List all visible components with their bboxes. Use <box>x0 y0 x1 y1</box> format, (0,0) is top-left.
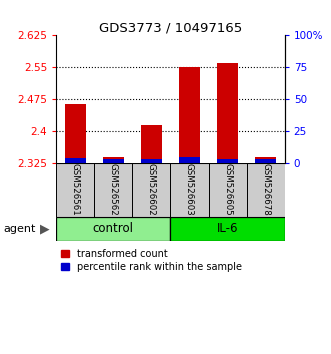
Text: GSM526602: GSM526602 <box>147 162 156 215</box>
Bar <box>179 67 200 164</box>
Bar <box>247 164 285 217</box>
Bar <box>255 159 276 164</box>
Bar <box>103 159 124 164</box>
Bar <box>65 158 86 164</box>
Bar <box>217 63 238 164</box>
Bar <box>65 104 86 164</box>
Bar <box>255 157 276 164</box>
Text: ▶: ▶ <box>40 222 49 235</box>
Title: GDS3773 / 10497165: GDS3773 / 10497165 <box>99 21 242 34</box>
Bar <box>170 164 209 217</box>
Legend: transformed count, percentile rank within the sample: transformed count, percentile rank withi… <box>61 249 242 272</box>
Bar <box>170 217 285 241</box>
Text: agent: agent <box>3 224 36 234</box>
Bar <box>141 125 162 164</box>
Bar <box>103 157 124 164</box>
Bar <box>217 159 238 164</box>
Bar <box>141 159 162 164</box>
Bar <box>94 164 132 217</box>
Bar <box>56 217 170 241</box>
Bar <box>209 164 247 217</box>
Bar <box>56 164 94 217</box>
Text: IL-6: IL-6 <box>217 222 238 235</box>
Text: GSM526678: GSM526678 <box>261 162 270 215</box>
Text: GSM526562: GSM526562 <box>109 162 118 215</box>
Text: GSM526603: GSM526603 <box>185 162 194 215</box>
Text: control: control <box>93 222 134 235</box>
Bar <box>132 164 170 217</box>
Text: GSM526605: GSM526605 <box>223 162 232 215</box>
Bar <box>179 157 200 164</box>
Text: GSM526561: GSM526561 <box>71 162 80 215</box>
